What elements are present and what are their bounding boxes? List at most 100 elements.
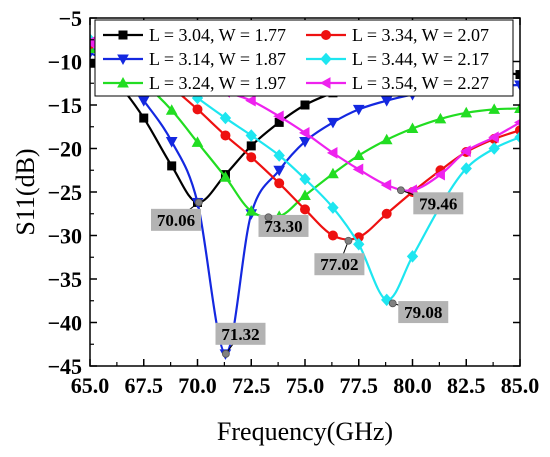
data-point [406, 250, 419, 263]
annotation-label: 70.06 [157, 211, 195, 230]
legend-label: L = 3.44, W = 2.17 [352, 49, 489, 69]
data-point [246, 152, 257, 163]
annotation-box [258, 214, 309, 237]
data-point [220, 130, 231, 141]
x-tick-label: 80.0 [393, 373, 432, 398]
data-point [515, 70, 520, 80]
legend-box [94, 19, 514, 97]
data-point [327, 230, 338, 241]
annotation-point [221, 349, 230, 358]
annotation-box [314, 253, 365, 276]
data-point [298, 126, 310, 139]
data-point [327, 201, 339, 214]
annotation-box [413, 192, 464, 215]
data-point [137, 96, 150, 107]
annotation: 71.32 [215, 322, 266, 358]
data-point [380, 96, 393, 107]
annotation-point [194, 198, 203, 207]
data-point [326, 147, 338, 159]
annotation-label: 79.46 [419, 194, 457, 213]
data-point [299, 189, 311, 200]
legend-marker [117, 54, 129, 66]
legend-marker [117, 76, 129, 88]
data-point [488, 131, 499, 144]
x-tick-label: 70.0 [178, 373, 217, 398]
y-axis-title: S11(dB) [11, 148, 40, 235]
data-point [273, 110, 284, 123]
data-point [245, 94, 256, 107]
annotation-box [151, 208, 201, 231]
data-point [514, 130, 520, 144]
data-point [434, 168, 445, 181]
y-tick-label: −40 [47, 311, 82, 336]
data-point [300, 100, 310, 110]
data-point [90, 58, 95, 68]
annotation-label: 77.02 [320, 255, 358, 274]
data-point [219, 171, 232, 182]
data-point [380, 133, 393, 145]
data-point [352, 104, 365, 116]
data-point [380, 179, 392, 191]
data-point [352, 163, 364, 176]
y-tick-label: −10 [47, 50, 82, 75]
x-tick-label: 65.0 [71, 373, 110, 398]
legend-item: L = 3.24, W = 1.97 [103, 73, 286, 93]
y-tick-label: −25 [47, 180, 82, 205]
data-point [514, 80, 520, 92]
x-tick-label: 85.0 [501, 373, 540, 398]
legend-label: L = 3.14, W = 1.87 [149, 49, 286, 69]
x-axis-title: Frequency(GHz) [217, 417, 393, 446]
y-tick-label: −30 [47, 224, 82, 249]
x-tick-label: 75.0 [286, 373, 325, 398]
x-tick-label: 72.5 [232, 373, 271, 398]
data-point [139, 113, 149, 123]
legend-label: L = 3.04, W = 1.77 [149, 25, 286, 45]
data-point [167, 161, 177, 171]
x-tick-label: 77.5 [340, 373, 379, 398]
legend-marker [118, 30, 128, 40]
legend-label: L = 3.34, W = 2.07 [352, 25, 489, 45]
data-point [488, 142, 500, 155]
legend-item: L = 3.34, W = 2.07 [306, 25, 489, 45]
legend-item: L = 3.14, W = 1.87 [103, 49, 286, 69]
data-point [219, 111, 232, 125]
data-point [381, 208, 392, 219]
data-point [246, 141, 256, 151]
data-point [245, 205, 258, 216]
data-point [299, 137, 311, 148]
data-point [273, 165, 286, 177]
annotation-point [388, 299, 397, 308]
data-point [191, 136, 204, 147]
axis-layer: 65.0 67.5 70.0 72.5 75.0 77.5 80.0 82.5 85.0 −5 −1… [47, 6, 539, 398]
legend-item: L = 3.44, W = 2.17 [306, 49, 489, 69]
y-tick-label: −20 [47, 137, 82, 162]
data-point [352, 149, 365, 160]
annotation-box [398, 301, 449, 324]
annotation: 77.02 [314, 236, 365, 276]
legend: L = 3.04, W = 1.77 L = 3.14, W = 1.87 L = … [94, 19, 514, 97]
annotation-point [264, 213, 273, 222]
data-point [165, 104, 178, 115]
y-tick-label: −35 [47, 267, 82, 292]
x-tick-label: 82.5 [447, 373, 486, 398]
annotation: 79.08 [388, 299, 449, 324]
annotation-point [344, 236, 353, 245]
legend-marker [320, 52, 332, 66]
data-point [460, 162, 472, 175]
data-point [406, 122, 419, 133]
annotation: 70.06 [151, 198, 203, 231]
data-point [460, 106, 473, 118]
data-point [434, 112, 447, 124]
data-point [488, 103, 501, 114]
legend-label: L = 3.24, W = 1.97 [149, 73, 286, 93]
data-point [273, 149, 285, 162]
annotation-label: 71.32 [221, 325, 259, 344]
legend-label: L = 3.54, W = 2.27 [352, 73, 489, 93]
data-point [353, 237, 365, 251]
data-point [165, 137, 178, 148]
annotation-point [396, 186, 405, 195]
annotation-label: 79.08 [404, 303, 442, 322]
data-point [299, 172, 311, 186]
legend-item: L = 3.54, W = 2.27 [306, 73, 489, 93]
